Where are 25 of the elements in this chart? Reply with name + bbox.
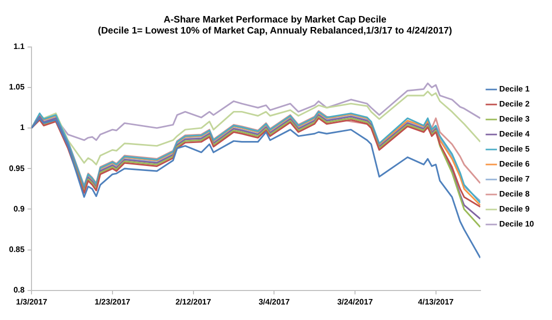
legend-label: Decile 4 bbox=[499, 130, 530, 139]
y-tick-label: 0.8 bbox=[13, 286, 26, 295]
legend-label: Decile 10 bbox=[499, 220, 535, 229]
legend-label: Decile 9 bbox=[499, 204, 530, 214]
legend-label: Decile 7 bbox=[499, 174, 530, 184]
x-tick-label: 1/23/2017 bbox=[94, 297, 131, 306]
legend-label: Decile 5 bbox=[499, 144, 530, 154]
y-tick-label: 1.05 bbox=[8, 82, 26, 92]
legend-label: Decile 2 bbox=[499, 100, 530, 109]
legend-label: Decile 8 bbox=[499, 190, 530, 199]
y-tick-label: 0.95 bbox=[8, 164, 26, 173]
y-tick-label: 0.85 bbox=[8, 245, 26, 254]
y-tick-label: 0.9 bbox=[13, 204, 26, 214]
chart-subtitle: (Decile 1= Lowest 10% of Market Cap, Annualy Rebalanced,1/3/17 to 4/24/2017) bbox=[98, 26, 452, 37]
y-tick-label: 1 bbox=[20, 123, 26, 132]
legend-label: Decile 6 bbox=[499, 160, 530, 169]
x-tick-label: 3/24/2017 bbox=[337, 297, 374, 306]
chart-title: A-Share Market Performace by Market Cap Decile bbox=[164, 14, 386, 26]
x-tick-label: 4/13/2017 bbox=[418, 297, 454, 306]
legend-label: Decile 3 bbox=[499, 114, 530, 124]
legend-label: Decile 1 bbox=[499, 84, 530, 94]
y-tick-label: 1.1 bbox=[13, 42, 26, 52]
x-tick-label: 3/4/2017 bbox=[258, 297, 290, 306]
x-tick-label: 1/3/2017 bbox=[16, 297, 48, 306]
x-tick-label: 2/12/2017 bbox=[175, 297, 212, 306]
